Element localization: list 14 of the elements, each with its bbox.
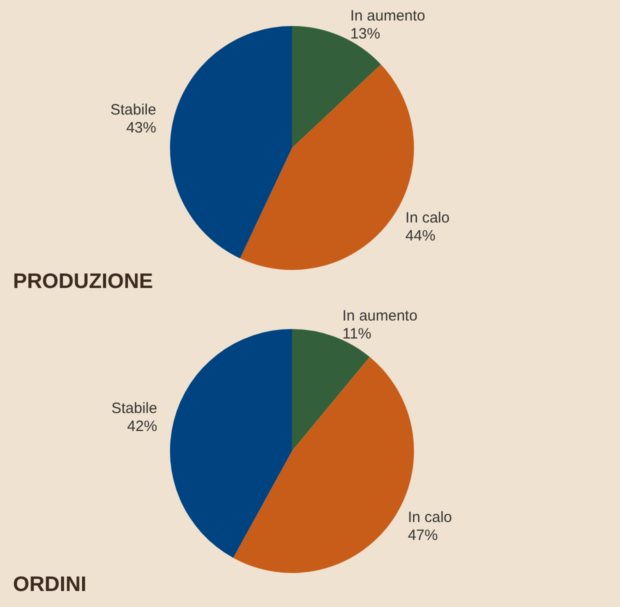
data-label: 43% xyxy=(126,119,156,136)
slice-label: In aumento xyxy=(350,8,426,25)
text: PRODUZIONE xyxy=(13,270,154,293)
slice-label: Stabile xyxy=(111,400,158,418)
text: ORDINI xyxy=(13,573,86,596)
slice-label: In calo xyxy=(408,508,452,526)
data-label: 44% xyxy=(405,227,436,244)
data-label: 13% xyxy=(350,26,380,43)
data-label: 42% xyxy=(127,418,158,436)
slice-label: Stabile xyxy=(110,101,156,118)
data-label: 11% xyxy=(342,325,372,342)
slice-label: In aumento xyxy=(342,307,418,324)
slice-label: In calo xyxy=(405,209,450,226)
data-label: 47% xyxy=(408,526,438,544)
